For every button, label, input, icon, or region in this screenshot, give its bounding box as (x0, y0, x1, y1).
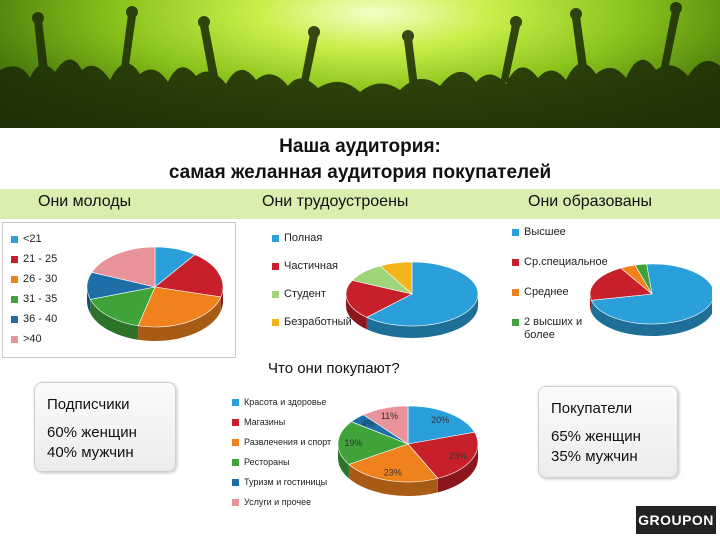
pie3-slice-5 (362, 405, 409, 445)
legend1-entry-0: Полная (284, 232, 323, 244)
pie2-side-0 (591, 300, 712, 336)
legend3-swatch-1 (232, 419, 239, 426)
legend0-entry-4: 36 - 40 (23, 313, 58, 325)
legend0-entry-2: 26 - 30 (23, 273, 58, 285)
age-pie-chart (86, 246, 224, 341)
pie3-side-3 (338, 444, 349, 479)
education-pie-chart (589, 263, 712, 336)
legend3-entry-2: Развлечения и спорт (244, 437, 332, 447)
pie1-side-0 (366, 294, 478, 338)
legend3-entry-4: Туризм и гостиницы (244, 477, 328, 487)
pie3-slice-2 (348, 443, 439, 483)
pie0-slice-3 (89, 286, 156, 327)
legend0-entry-3: 31 - 35 (23, 293, 58, 305)
legend2-swatch-2 (512, 289, 519, 296)
legend3-entry-0: Красота и здоровье (244, 397, 327, 407)
pie3-data-label-4: 4% (362, 419, 375, 429)
column-header-band (0, 189, 720, 219)
legend0-swatch-0 (11, 236, 18, 243)
subscribers-women: 60% женщин (47, 424, 137, 441)
legend3-swatch-5 (232, 499, 239, 506)
pie2-slice-3 (634, 263, 653, 295)
legend1-entry-2: Студент (284, 288, 326, 300)
buyers-men: 35% мужчин (551, 448, 638, 465)
age-chart-panel: <21 21 - 25 26 - 30 31 - 35 36 - 40 >40 (2, 222, 236, 358)
legend3-entry-5: Услуги и прочее (244, 497, 312, 507)
legend2-entry-0: Высшее (524, 226, 566, 238)
subscribers-title: Подписчики (47, 396, 130, 413)
page-subtitle: самая желанная аудитория покупателей (168, 162, 552, 183)
legend0-swatch-1 (11, 256, 18, 263)
groupon-logo: GROUPON (636, 506, 716, 534)
buyers-women: 65% женщин (551, 428, 641, 445)
legend0-swatch-4 (11, 316, 18, 323)
pie1-slice-0 (366, 261, 479, 327)
legend1-swatch-1 (272, 263, 279, 270)
legend0-entry-5: >40 (23, 333, 42, 345)
pie3-slice-1 (407, 431, 479, 479)
legend0-swatch-3 (11, 296, 18, 303)
legend3-entry-1: Магазины (244, 417, 286, 427)
pie3-side-1 (437, 444, 478, 493)
pie3-data-label-1: 23% (449, 451, 467, 461)
legend3-entry-3: Рестораны (244, 457, 290, 467)
legend3-swatch-0 (232, 399, 239, 406)
pie3-data-label-0: 20% (431, 415, 449, 425)
pie3-data-label-2: 23% (384, 467, 402, 477)
pie2-side-1 (590, 294, 592, 313)
legend2-swatch-0 (512, 229, 519, 236)
education-chart-panel: Высшее Ср.специальное Среднее 2 высших и бо… (512, 222, 712, 352)
subscribers-card: Подписчики 60% женщин 40% мужчин (34, 382, 176, 472)
pie3-side-2 (348, 464, 438, 496)
buyers-card: Покупатели 65% женщин 35% мужчин (538, 386, 678, 478)
subscribers-men: 40% мужчин (47, 444, 134, 461)
legend2-entry-3: 2 высших и более (524, 316, 583, 341)
pie0-slice-2 (137, 286, 222, 328)
buyers-title: Покупатели (551, 400, 633, 417)
legend0-swatch-5 (11, 336, 18, 343)
pie1-slice-1 (345, 280, 413, 318)
pie2-slice-1 (589, 267, 653, 301)
legend0-entry-1: 21 - 25 (23, 253, 58, 265)
pie2-slice-0 (590, 263, 712, 325)
legend3-swatch-2 (232, 439, 239, 446)
legend0-entry-0: <21 (23, 233, 42, 245)
pie0-slice-1 (154, 254, 224, 298)
pie3-slice-0 (407, 405, 476, 445)
column-heading-young: Они молоды (38, 193, 132, 210)
legend2-entry-1: Ср.специальное (524, 256, 608, 268)
legend1-entry-3: Безработный (284, 316, 352, 328)
column-heading-educated: Они образованы (528, 193, 652, 210)
legend2-swatch-3 (512, 319, 519, 326)
pie0-side-3 (90, 299, 139, 340)
employment-pie-chart (345, 261, 479, 338)
purchases-chart-panel: 20% 23% 23% 19% 4% 11% Красота и здоровье Мага… (232, 388, 502, 518)
crowd-silhouette (0, 2, 720, 128)
legend1-swatch-2 (272, 291, 279, 298)
legend1-swatch-3 (272, 319, 279, 326)
legend1-entry-1: Частичная (284, 260, 339, 272)
legend3-swatch-3 (232, 459, 239, 466)
title-area: Наша аудитория: самая желанная аудитория… (0, 128, 720, 188)
legend2-entry-2: Среднее (524, 286, 569, 298)
pie0-side-2 (138, 296, 221, 341)
purchases-heading: Что они покупают? (268, 360, 400, 377)
pie1-slice-3 (379, 261, 413, 295)
legend3-swatch-4 (232, 479, 239, 486)
legend2-swatch-1 (512, 259, 519, 266)
pie3-data-label-3: 19% (344, 438, 362, 448)
purchases-pie-chart: 20% 23% 23% 19%4% 11% (337, 405, 479, 496)
employment-chart-panel: Полная Частичная Студент Безработный (272, 222, 482, 352)
legend0-swatch-2 (11, 276, 18, 283)
column-heading-employed: Они трудоустроены (262, 193, 409, 210)
page-title: Наша аудитория: (279, 136, 441, 157)
pie0-slice-5 (91, 246, 156, 288)
legend1-swatch-0 (272, 235, 279, 242)
pie3-data-label-5: 11% (381, 411, 398, 421)
pie3-slice-3 (337, 421, 409, 465)
hero-banner (0, 0, 720, 128)
